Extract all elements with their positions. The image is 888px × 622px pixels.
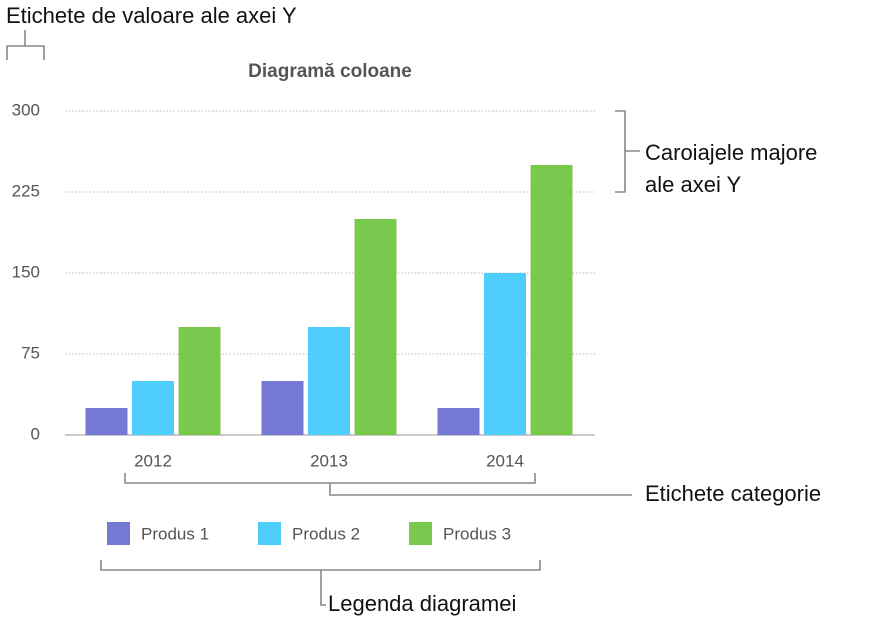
x-tick-label: 2013 bbox=[310, 451, 348, 470]
chart-title: Diagramă coloane bbox=[248, 61, 412, 82]
y-tick-label: 75 bbox=[21, 343, 40, 362]
y-tick-label: 300 bbox=[12, 100, 40, 119]
legend-label: Produs 3 bbox=[443, 524, 511, 543]
annotation: Etichete categorie bbox=[645, 481, 821, 506]
bracket bbox=[100, 560, 541, 606]
legend-label: Produs 2 bbox=[292, 524, 360, 543]
bar bbox=[132, 381, 174, 435]
y-tick-label: 0 bbox=[31, 424, 40, 443]
bar bbox=[178, 327, 221, 435]
bracket bbox=[615, 110, 640, 193]
legend-swatch bbox=[409, 522, 432, 545]
bar bbox=[261, 381, 304, 435]
y-tick-label: 150 bbox=[12, 262, 40, 281]
legend-swatch bbox=[258, 522, 281, 545]
bar bbox=[354, 219, 397, 435]
x-tick-label: 2012 bbox=[134, 451, 172, 470]
legend-swatch bbox=[107, 522, 130, 545]
bar bbox=[530, 165, 573, 435]
bar bbox=[308, 327, 350, 435]
y-tick-label: 225 bbox=[12, 181, 40, 200]
bracket bbox=[124, 473, 632, 496]
annotation: Legenda diagramei bbox=[328, 591, 516, 616]
bar bbox=[85, 408, 128, 435]
annotation: Caroiajele majore bbox=[645, 140, 817, 165]
legend-label: Produs 1 bbox=[141, 524, 209, 543]
bar bbox=[437, 408, 480, 435]
x-tick-label: 2014 bbox=[486, 451, 524, 470]
annotation: ale axei Y bbox=[645, 172, 742, 197]
annotation: Etichete de valoare ale axei Y bbox=[6, 3, 297, 28]
bar bbox=[484, 273, 526, 435]
bracket bbox=[6, 30, 45, 60]
